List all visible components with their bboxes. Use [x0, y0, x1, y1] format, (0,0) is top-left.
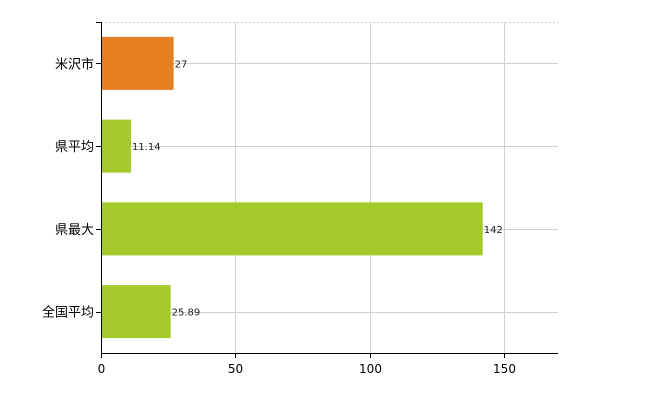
- data-label: 27: [175, 59, 188, 70]
- bar: [101, 36, 174, 90]
- category-label: 全国平均: [42, 305, 94, 321]
- bar: [101, 119, 131, 173]
- x-tick-label: 150: [493, 362, 516, 376]
- category-label: 県最大: [55, 223, 94, 238]
- data-label: 11.14: [132, 142, 161, 153]
- axis-layer: [96, 22, 558, 358]
- x-tick-label: 0: [98, 362, 106, 376]
- x-tick-label: 100: [359, 362, 382, 376]
- data-label: 142: [484, 225, 503, 236]
- bar-layer: [101, 36, 483, 339]
- bar: [101, 285, 171, 339]
- bar: [101, 202, 483, 256]
- data-label: 25.89: [172, 308, 201, 319]
- category-label: 米沢市: [55, 56, 94, 72]
- x-tick-label: 50: [228, 362, 243, 376]
- category-label: 県平均: [55, 140, 94, 155]
